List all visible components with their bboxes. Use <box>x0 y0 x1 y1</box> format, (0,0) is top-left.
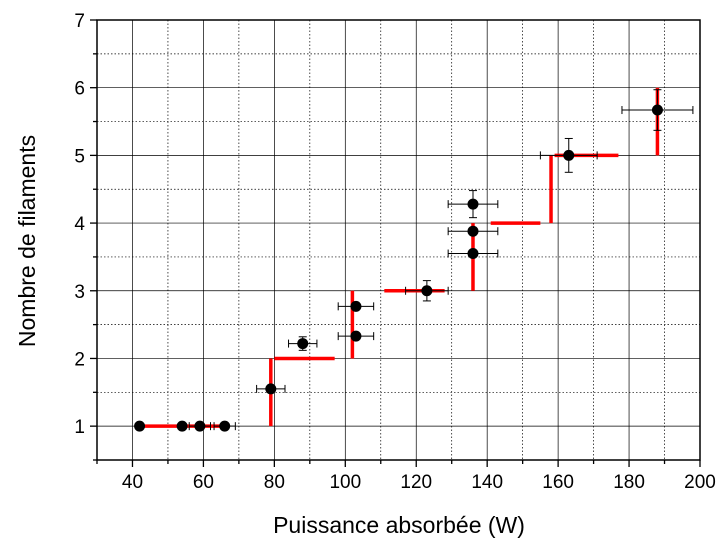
plot-frame <box>96 19 701 461</box>
data-point <box>651 104 663 116</box>
data-point <box>265 383 277 395</box>
data-point <box>350 300 362 312</box>
y-tick-label: 2 <box>74 349 85 370</box>
y-tick-labels: 1 2 3 4 5 6 7 <box>74 11 85 438</box>
x-tick-label: 100 <box>329 472 361 493</box>
x-tick-label: 200 <box>684 472 716 493</box>
y-tick-label: 7 <box>74 11 85 32</box>
data-point <box>563 149 575 161</box>
x-tick-label: 120 <box>400 472 432 493</box>
data-point <box>350 330 362 342</box>
x-tick-label: 180 <box>613 472 645 493</box>
grid <box>96 19 701 461</box>
axis-ticks <box>90 19 701 467</box>
data-points <box>134 104 663 432</box>
data-point <box>176 420 188 432</box>
data-point <box>467 225 479 237</box>
data-point <box>467 248 479 260</box>
x-tick-label: 140 <box>471 472 503 493</box>
x-tick-label: 80 <box>264 472 285 493</box>
x-tick-label: 40 <box>122 472 143 493</box>
y-axis-title: Nombre de filaments <box>14 135 40 347</box>
x-tick-label: 60 <box>193 472 214 493</box>
y-tick-label: 6 <box>74 79 85 100</box>
y-tick-label: 5 <box>74 146 85 167</box>
x-tick-labels: 40 60 80 100 120 140 160 180 200 <box>122 472 716 493</box>
data-point <box>421 285 433 297</box>
x-axis-title: Puissance absorbée (W) <box>273 512 525 538</box>
x-tick-label: 160 <box>542 472 574 493</box>
y-tick-label: 3 <box>74 282 85 303</box>
data-point <box>467 198 479 210</box>
y-tick-label: 4 <box>74 214 85 235</box>
data-point <box>219 420 231 432</box>
data-point <box>134 420 146 432</box>
data-point <box>194 420 206 432</box>
data-point <box>297 338 309 350</box>
y-tick-label: 1 <box>74 417 85 438</box>
error-bars <box>188 89 694 431</box>
